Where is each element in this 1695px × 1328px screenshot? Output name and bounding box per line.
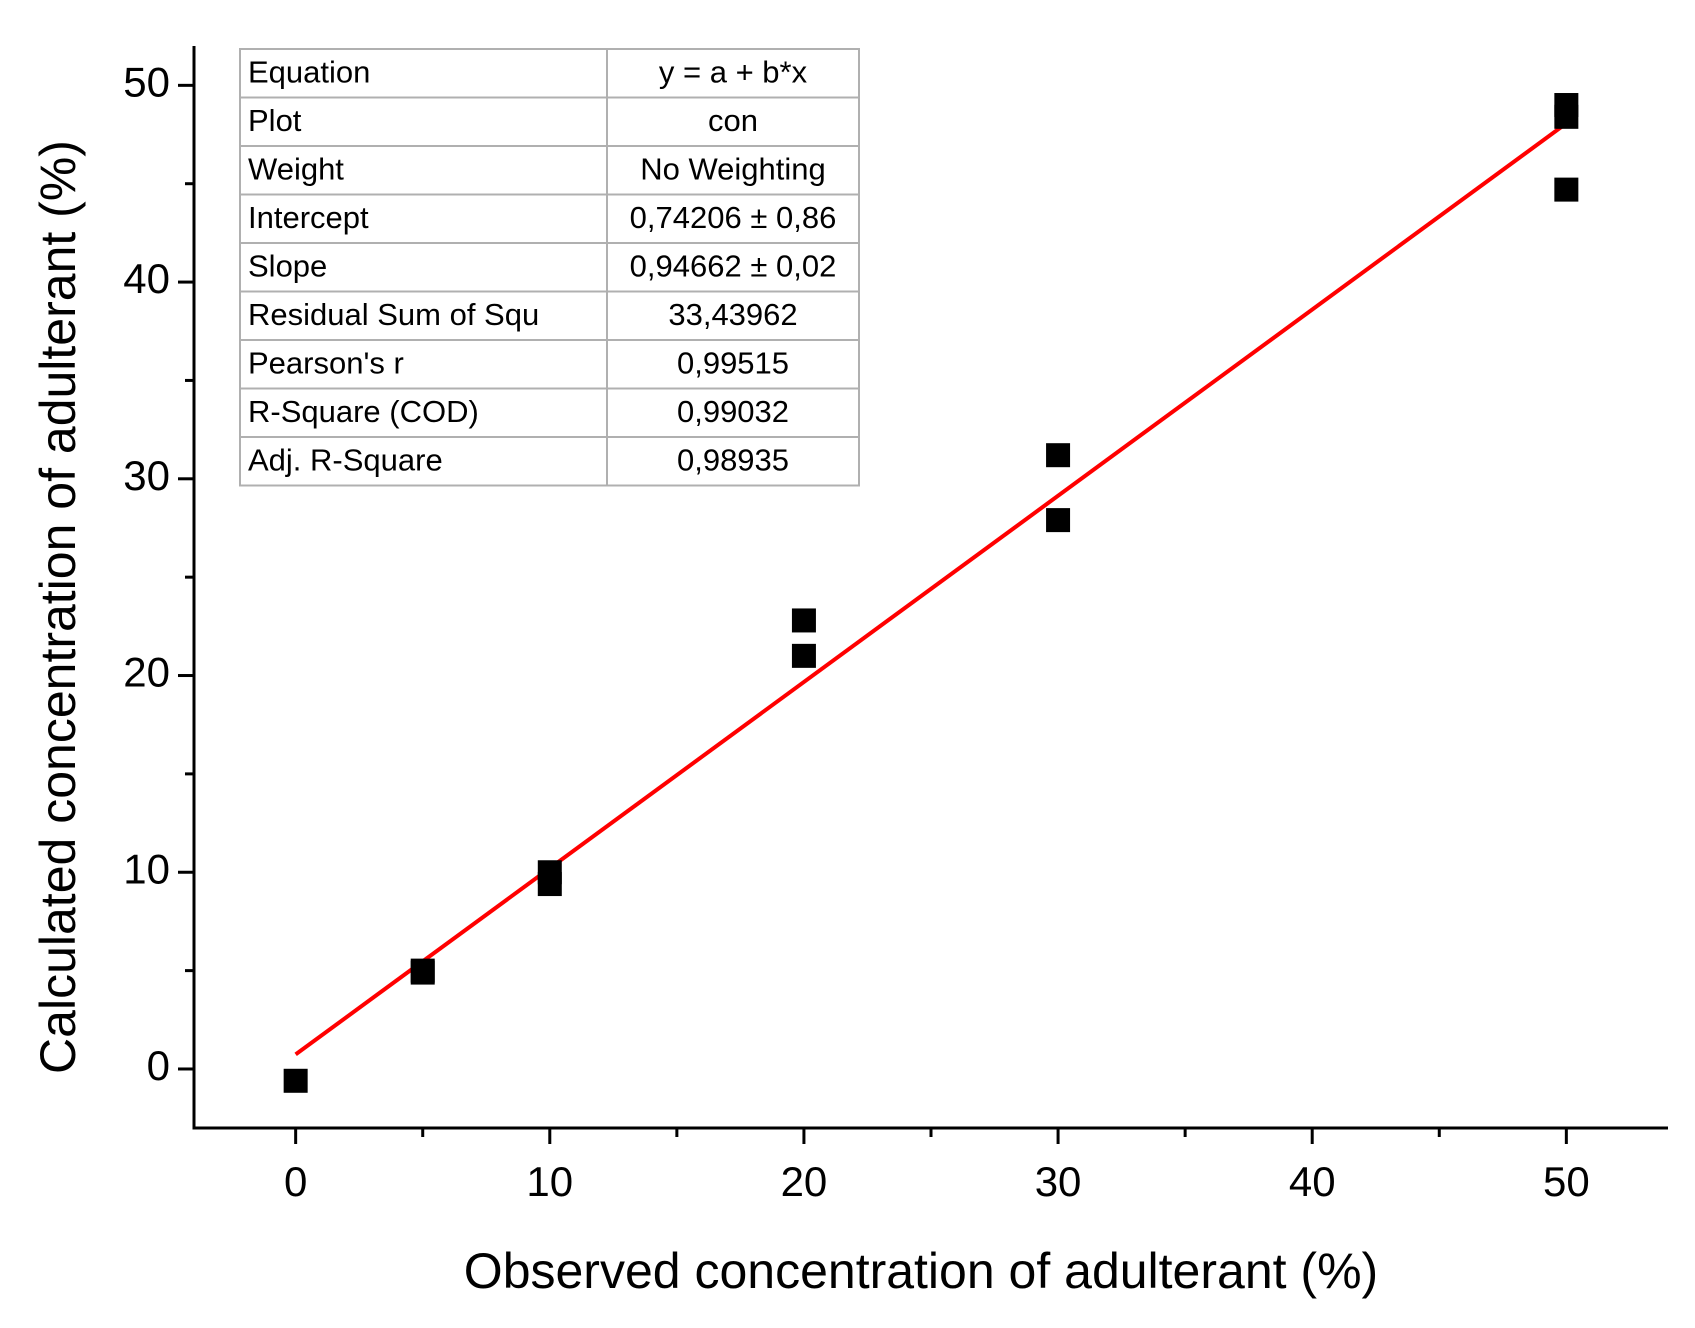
table-value: 0,99032 bbox=[677, 394, 789, 429]
y-axis-title: Calculated concentration of adulterant (… bbox=[30, 140, 86, 1074]
x-tick-label: 40 bbox=[1289, 1158, 1336, 1205]
marker bbox=[791, 643, 816, 668]
x-tick-label: 10 bbox=[526, 1158, 573, 1205]
marker bbox=[1554, 177, 1579, 202]
table-frame bbox=[239, 48, 860, 487]
y-tick-label: 30 bbox=[123, 452, 170, 499]
y-tick-label: 20 bbox=[123, 649, 170, 696]
marker bbox=[791, 608, 816, 633]
x-tick-label: 30 bbox=[1035, 1158, 1082, 1205]
x-tick-label: 0 bbox=[284, 1158, 307, 1205]
table-value: No Weighting bbox=[640, 151, 826, 186]
marker bbox=[1554, 104, 1579, 129]
table-value: 0,99515 bbox=[677, 345, 789, 380]
table-value: 0,74206 ± 0,86 bbox=[630, 200, 837, 235]
table-value: con bbox=[708, 103, 758, 138]
table-value: 0,94662 ± 0,02 bbox=[630, 248, 837, 283]
marker bbox=[1046, 443, 1071, 468]
table-label: Plot bbox=[248, 103, 302, 138]
y-tick-label: 40 bbox=[123, 255, 170, 302]
y-tick-label: 0 bbox=[147, 1042, 170, 1089]
y-tick-label: 50 bbox=[123, 58, 170, 105]
x-axis-title: Observed concentration of adulterant (%) bbox=[464, 1243, 1378, 1299]
marker bbox=[283, 1068, 308, 1093]
table-value: 33,43962 bbox=[668, 297, 797, 332]
table-label: Slope bbox=[248, 248, 327, 283]
table-label: Weight bbox=[248, 151, 344, 186]
table-value: y = a + b*x bbox=[659, 54, 808, 89]
table-label: Pearson's r bbox=[248, 345, 404, 380]
x-tick-label: 20 bbox=[781, 1158, 828, 1205]
marker bbox=[410, 958, 435, 983]
table-label: R-Square (COD) bbox=[248, 394, 479, 429]
table-label: Adj. R-Square bbox=[248, 442, 443, 477]
table-label: Residual Sum of Squ bbox=[248, 297, 539, 332]
table-value: 0,98935 bbox=[677, 442, 789, 477]
fit-line bbox=[294, 121, 1568, 1057]
y-tick-label: 10 bbox=[123, 845, 170, 892]
table-label: Intercept bbox=[248, 200, 369, 235]
x-tick-label: 50 bbox=[1543, 1158, 1590, 1205]
marker bbox=[537, 872, 562, 897]
marker bbox=[1046, 508, 1071, 533]
table-label: Equation bbox=[248, 54, 370, 89]
